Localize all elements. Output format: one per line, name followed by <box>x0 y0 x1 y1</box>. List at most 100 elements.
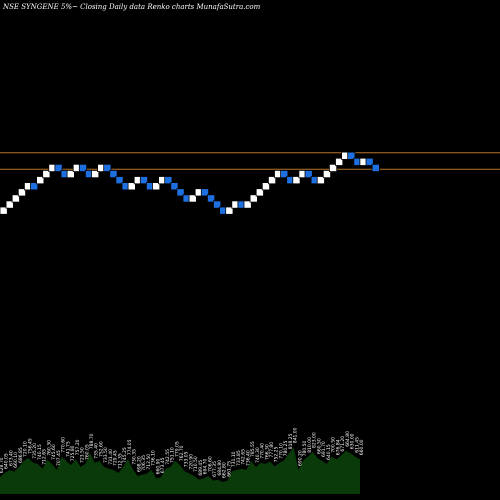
down-brick <box>304 169 313 179</box>
volume-label: 691.70 <box>321 441 327 457</box>
volume-label: 729.45 <box>113 450 119 466</box>
volume-label: 745.25 <box>122 447 128 463</box>
down-brick <box>30 182 39 191</box>
up-brick <box>249 194 258 203</box>
volume-label: 735.20 <box>32 443 38 459</box>
up-brick <box>5 200 14 209</box>
down-brick <box>164 176 173 185</box>
volume-label: 611.45 <box>354 437 360 453</box>
volume-label: 689.45 <box>198 460 204 476</box>
up-brick <box>328 163 338 173</box>
down-brick <box>109 169 118 179</box>
up-brick <box>127 182 136 191</box>
volume-label: 742.65 <box>241 449 247 465</box>
volume-label: 707.45 <box>56 450 62 466</box>
volume-label: 770.40 <box>260 443 266 459</box>
volume-label: 733.05 <box>184 451 190 467</box>
up-brick <box>66 169 75 179</box>
volume-label: 676.84 <box>335 439 341 455</box>
volume-label: 751.10 <box>170 447 176 463</box>
volume-label: 660.90 <box>155 459 161 475</box>
volume-label: 760.30 <box>46 440 52 456</box>
volume-label: 640.05 <box>4 453 10 469</box>
volume-label: 730.35 <box>132 449 138 465</box>
volume-label: 780.25 <box>283 441 289 457</box>
volume-label: 756.45 <box>27 438 33 454</box>
up-brick <box>316 176 325 185</box>
down-brick <box>213 200 222 209</box>
volume-label: 757.20 <box>75 439 81 455</box>
up-brick <box>255 188 264 197</box>
volume-label: 706.35 <box>141 455 147 471</box>
volume-label: 677.35 <box>212 461 218 477</box>
volume-label: 788.70 <box>89 433 95 449</box>
volume-label: 710.50 <box>193 456 199 472</box>
up-brick <box>322 169 331 179</box>
volume-label: 712.65 <box>42 449 48 465</box>
volume-label: 733.50 <box>103 447 109 463</box>
down-brick <box>365 157 374 166</box>
volume-label: 752.60 <box>99 441 105 457</box>
volume-label: 628.70 <box>0 457 5 473</box>
volume-label: 770.60 <box>61 437 67 453</box>
volume-label: 740.30 <box>255 447 261 463</box>
volume-label: 742.55 <box>165 449 171 465</box>
up-brick <box>292 176 301 185</box>
down-brick <box>78 163 88 173</box>
down-brick <box>200 188 210 197</box>
volume-label: 745.60 <box>51 444 57 460</box>
volume-label: 731.40 <box>108 449 114 465</box>
up-brick <box>11 194 20 203</box>
volume-label: 725.80 <box>70 445 76 461</box>
up-brick <box>42 169 51 179</box>
up-brick <box>243 200 252 209</box>
down-brick <box>347 151 356 160</box>
down-brick <box>103 163 112 173</box>
volume-label: 733.85 <box>236 450 242 466</box>
volume-label: 712.35 <box>117 453 123 469</box>
volume-label: 779.05 <box>174 441 180 457</box>
down-brick <box>280 169 289 179</box>
volume-label: 785.55 <box>250 441 256 457</box>
up-brick <box>17 188 26 197</box>
down-brick <box>139 176 149 185</box>
volume-label: 660.00 <box>359 439 365 455</box>
volume-label: 700.50 <box>331 437 337 453</box>
volume-label: 660.10 <box>13 452 19 468</box>
volume-label: 770.10 <box>279 443 285 459</box>
up-brick <box>152 182 161 191</box>
volume-label: 720.90 <box>189 454 195 470</box>
down-brick <box>206 194 216 203</box>
up-brick <box>36 176 45 185</box>
up-brick <box>225 206 234 215</box>
volume-label: 777.80 <box>269 442 275 458</box>
volume-label: 686.85 <box>18 447 24 463</box>
up-brick <box>0 206 8 215</box>
volume-label: 673.40 <box>9 450 15 466</box>
volume-label: 720.10 <box>23 441 29 457</box>
volume-label: 712.50 <box>146 454 152 470</box>
volume-label: 735.40 <box>94 443 100 459</box>
volume-label: 698.20 <box>136 456 142 472</box>
up-brick <box>188 194 197 203</box>
volume-label: 752.25 <box>274 447 280 463</box>
volume-label: 841.00 <box>293 427 299 443</box>
volume-label: 736.40 <box>245 450 251 466</box>
volume-label: 731.10 <box>231 451 237 467</box>
volume-label: 671.20 <box>340 436 346 452</box>
volume-label: 664.80 <box>345 431 351 447</box>
up-brick <box>261 182 270 191</box>
volume-label: 740.15 <box>37 444 43 460</box>
volume-label: 684.80 <box>217 460 223 476</box>
volume-label: 810.00 <box>307 437 313 453</box>
volume-label: 741.75 <box>65 441 71 457</box>
volume-label: 766.30 <box>264 444 270 460</box>
volume-label: 662.80 <box>222 462 228 478</box>
down-brick <box>54 163 63 173</box>
volume-label: 706.60 <box>207 456 213 472</box>
volume-label: 780.50 <box>302 441 308 457</box>
up-brick <box>335 157 344 166</box>
up-brick <box>267 176 277 185</box>
